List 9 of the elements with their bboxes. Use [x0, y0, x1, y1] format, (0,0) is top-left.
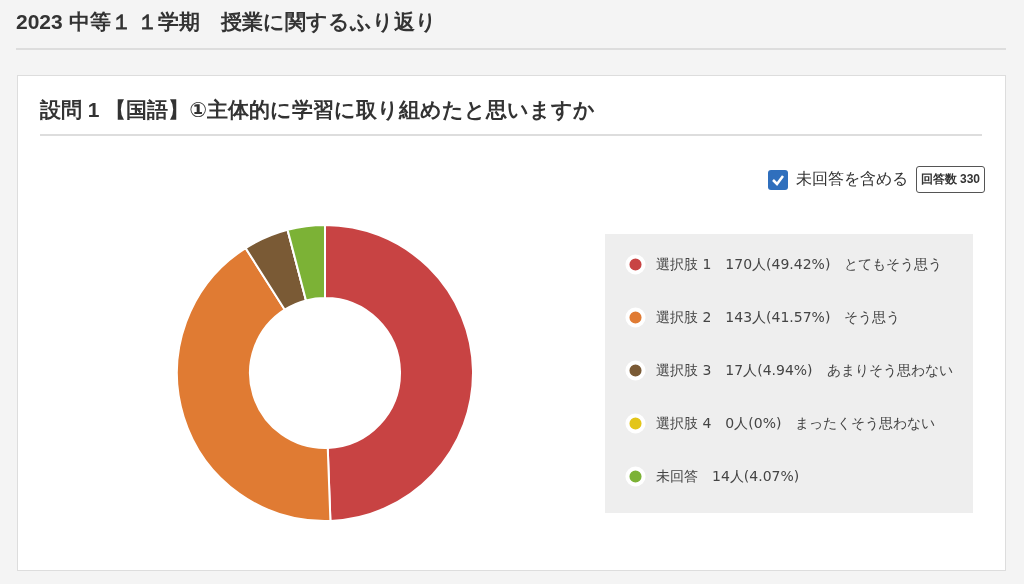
legend-label: 選択肢 4 0人(0%) まったくそう思わない — [656, 414, 936, 431]
legend-label: 選択肢 3 17人(4.94%) あまりそう思わない — [656, 361, 953, 378]
chart-title: 2023 中等１ １学期 授業に関するふり返り — [16, 8, 1006, 50]
legend-label: 選択肢 1 170人(49.42%) とてもそう思う — [656, 255, 943, 272]
legend-label: 選択肢 2 143人(41.57%) そう思う — [656, 308, 901, 325]
chart-subtitle: 設問 1 【国語】①主体的に学習に取り組めたと思いますか — [40, 96, 982, 136]
legend-label: 未回答 14人(4.07%) — [656, 467, 800, 484]
text: 回答数 330 — [915, 166, 985, 193]
text: 未回答を含める — [795, 169, 908, 189]
